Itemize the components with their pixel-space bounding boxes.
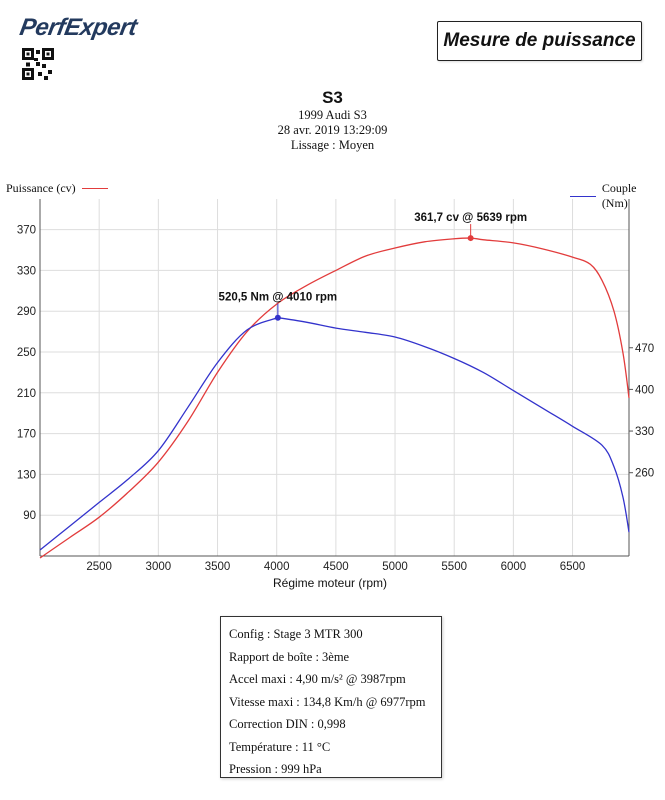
y-left-tick-label: 210 — [17, 388, 36, 400]
x-tick-label: 6000 — [501, 561, 527, 573]
vehicle-name: S3 — [322, 88, 343, 107]
torque-peak-label: 520,5 Nm @ 4010 rpm — [219, 292, 338, 304]
x-tick-label: 5000 — [382, 561, 408, 573]
y-right-tick-label: 400 — [635, 384, 654, 396]
y-left-tick-label: 370 — [17, 225, 36, 237]
power-peak-marker — [467, 235, 474, 242]
y-left-tick-label: 330 — [17, 265, 36, 277]
power-series-line — [39, 237, 630, 559]
measurement-date: 28 avr. 2019 13:29:09 — [277, 123, 388, 137]
info-max-speed: Vitesse maxi : 134,8 Km/h @ 6977rpm — [229, 694, 426, 709]
y-left-tick-label: 170 — [17, 429, 36, 441]
vehicle-model: 1999 Audi S3 — [298, 108, 367, 122]
legend-power-swatch — [81, 188, 108, 189]
y-right-tick-label: 470 — [635, 343, 654, 355]
y-right-tick-label: 330 — [635, 426, 654, 438]
power-peak-label: 361,7 cv @ 5639 rpm — [414, 212, 527, 224]
report-title: Mesure de puissance — [437, 21, 642, 61]
info-config: Config : Stage 3 MTR 300 — [229, 627, 363, 641]
legend-power-label: Puissance (cv) — [6, 181, 76, 195]
legend-torque: Couple (Nm) — [570, 181, 665, 211]
torque-peak-marker — [274, 314, 281, 321]
y-left-tick-label: 90 — [23, 510, 36, 522]
x-tick-label: 5500 — [441, 561, 467, 573]
torque-series-line — [39, 316, 630, 551]
y-left-tick-label: 290 — [17, 306, 36, 318]
legend-torque-swatch — [570, 195, 596, 197]
info-din-correction: Correction DIN : 0,998 — [229, 717, 346, 731]
info-max-accel: Accel maxi : 4,90 m/s² @ 3987rpm — [229, 672, 406, 686]
info-gear: Rapport de boîte : 3ème — [229, 649, 350, 664]
x-tick-label: 3000 — [146, 561, 172, 573]
x-tick-label: 4500 — [323, 561, 349, 573]
x-tick-label: 6500 — [560, 561, 586, 573]
smoothing-setting: Lissage : Moyen — [290, 138, 375, 152]
run-info-box: Config : Stage 3 MTR 300 Rapport de boît… — [220, 616, 442, 778]
info-temperature: Température : 11 °C — [229, 739, 331, 754]
y-right-tick-label: 260 — [635, 468, 654, 480]
x-axis-label: Régime moteur (rpm) — [272, 576, 388, 590]
vehicle-header: S3 1999 Audi S3 28 avr. 2019 13:29:09 Li… — [0, 88, 665, 153]
x-tick-label: 4000 — [264, 561, 290, 573]
x-tick-label: 3500 — [205, 561, 231, 573]
y-left-tick-label: 250 — [17, 347, 36, 359]
x-tick-label: 2500 — [86, 561, 112, 573]
legend-torque-label: Couple (Nm) — [601, 181, 637, 210]
info-pressure: Pression : 999 hPa — [229, 762, 322, 776]
legend-power: Puissance (cv) — [6, 181, 108, 196]
qr-code-icon — [22, 48, 54, 80]
y-left-tick-label: 130 — [17, 469, 36, 481]
